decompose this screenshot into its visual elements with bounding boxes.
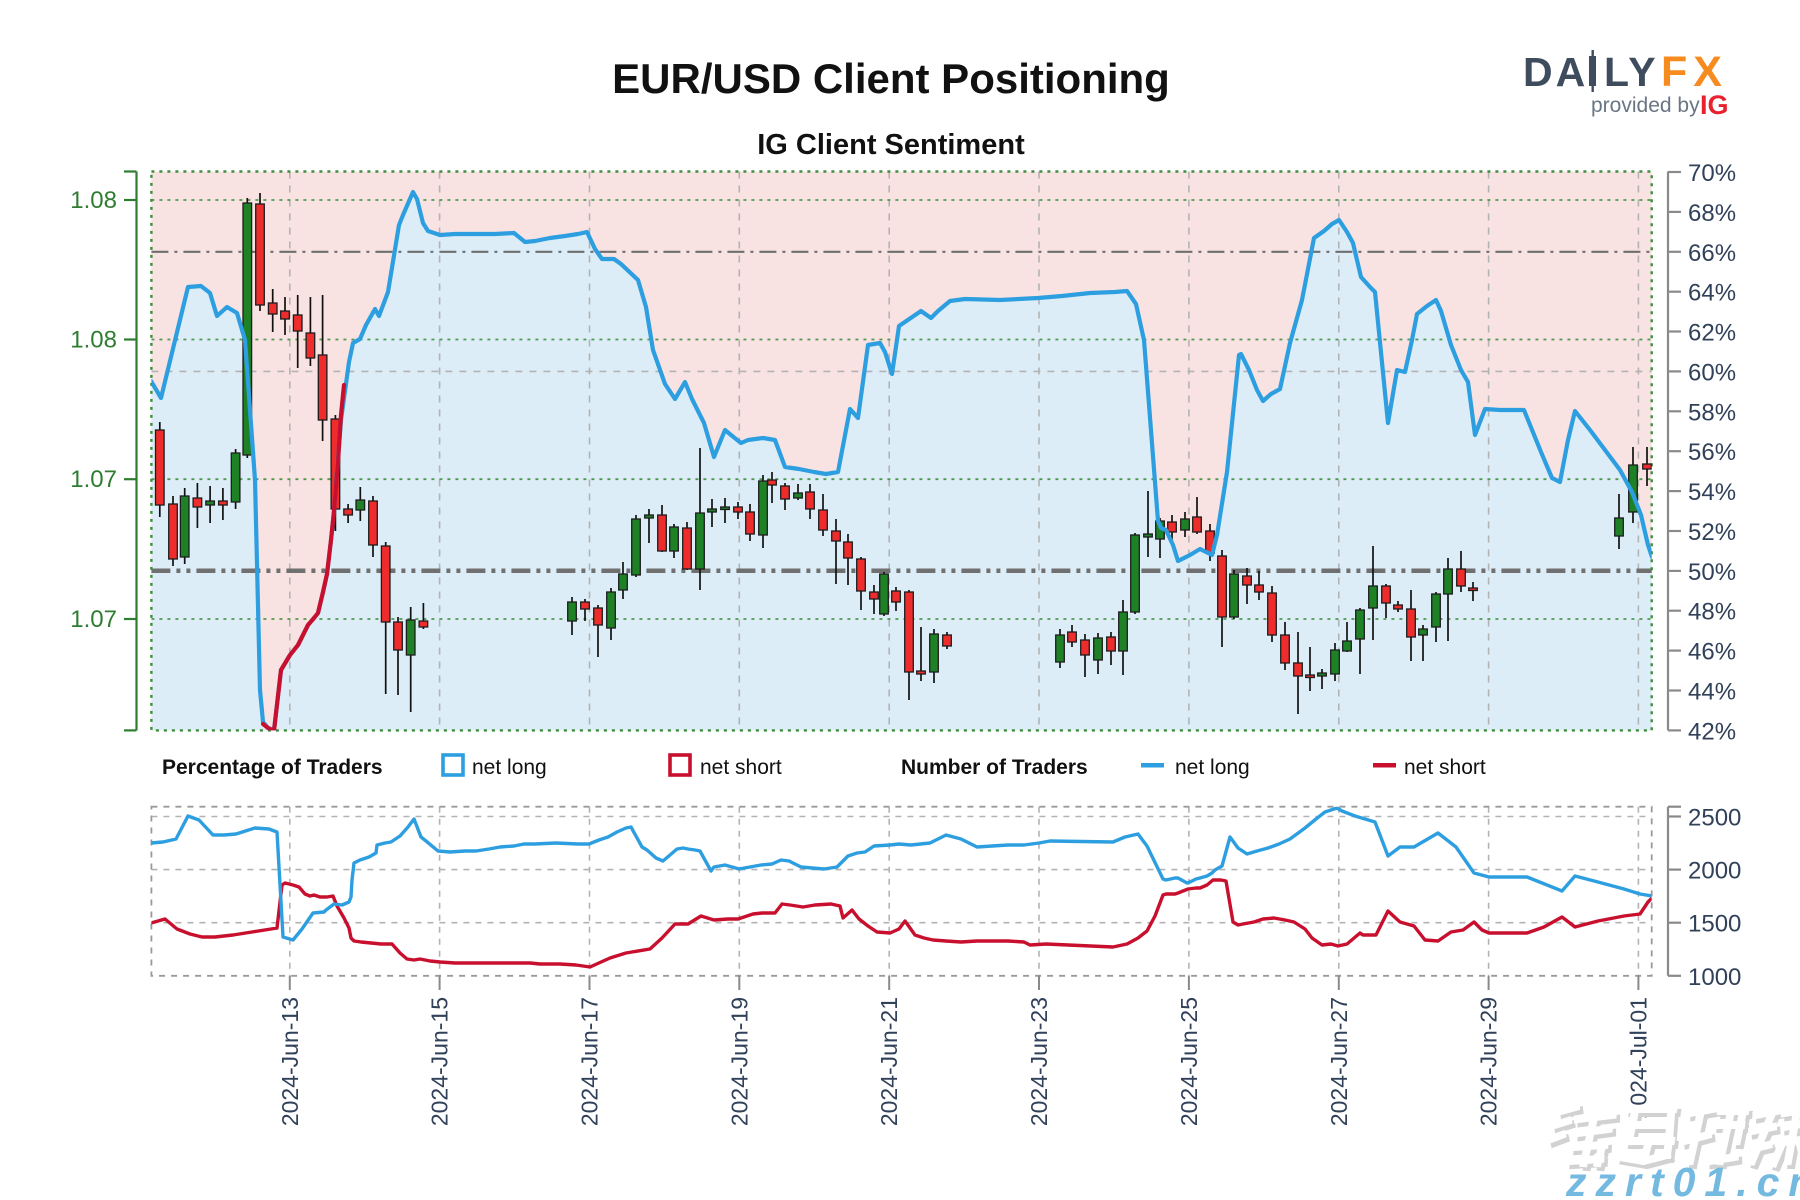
svg-text:FX: FX xyxy=(1661,48,1728,96)
svg-text:56%: 56% xyxy=(1688,439,1736,466)
svg-text:2024-Jun-27: 2024-Jun-27 xyxy=(1326,997,1352,1126)
svg-text:net short: net short xyxy=(1404,756,1486,779)
svg-text:net long: net long xyxy=(472,756,547,779)
svg-text:1.08: 1.08 xyxy=(70,187,117,214)
svg-text:2500: 2500 xyxy=(1688,805,1741,832)
svg-text:provided by: provided by xyxy=(1591,94,1700,117)
svg-text:Percentage of Traders: Percentage of Traders xyxy=(162,756,383,779)
svg-text:DA: DA xyxy=(1523,49,1588,95)
svg-text:zzrt01.cn: zzrt01.cn xyxy=(1565,1159,1800,1200)
svg-text:64%: 64% xyxy=(1688,280,1736,307)
svg-text:EUR/USD Client Positioning: EUR/USD Client Positioning xyxy=(612,55,1170,102)
svg-text:58%: 58% xyxy=(1688,399,1736,426)
svg-text:68%: 68% xyxy=(1688,200,1736,227)
svg-text:1.08: 1.08 xyxy=(70,327,117,354)
svg-text:net long: net long xyxy=(1175,756,1250,779)
svg-text:46%: 46% xyxy=(1688,639,1736,666)
svg-text:54%: 54% xyxy=(1688,479,1736,506)
svg-text:2024-Jun-13: 2024-Jun-13 xyxy=(277,997,303,1126)
svg-text:1.07: 1.07 xyxy=(70,466,117,493)
svg-text:Number of Traders: Number of Traders xyxy=(901,756,1088,779)
svg-text:70%: 70% xyxy=(1688,160,1736,187)
svg-text:1500: 1500 xyxy=(1688,911,1741,938)
svg-text:42%: 42% xyxy=(1688,718,1736,745)
svg-text:2000: 2000 xyxy=(1688,858,1741,885)
svg-text:IG Client Sentiment: IG Client Sentiment xyxy=(757,129,1025,161)
svg-text:2024-Jun-15: 2024-Jun-15 xyxy=(427,997,453,1126)
svg-text:LY: LY xyxy=(1604,49,1659,95)
svg-text:52%: 52% xyxy=(1688,519,1736,546)
svg-text:net short: net short xyxy=(700,756,782,779)
svg-text:2024-Jun-29: 2024-Jun-29 xyxy=(1476,997,1502,1126)
svg-text:2024-Jun-17: 2024-Jun-17 xyxy=(577,997,603,1126)
svg-text:2024-Jul-01: 2024-Jul-01 xyxy=(1625,997,1651,1118)
svg-text:44%: 44% xyxy=(1688,679,1736,706)
svg-text:62%: 62% xyxy=(1688,320,1736,347)
svg-text:1.07: 1.07 xyxy=(70,606,117,633)
svg-text:IG: IG xyxy=(1700,90,1729,120)
svg-text:48%: 48% xyxy=(1688,599,1736,626)
svg-text:60%: 60% xyxy=(1688,359,1736,386)
svg-text:2024-Jun-23: 2024-Jun-23 xyxy=(1026,997,1052,1126)
svg-text:50%: 50% xyxy=(1688,559,1736,586)
svg-text:66%: 66% xyxy=(1688,240,1736,267)
svg-text:2024-Jun-21: 2024-Jun-21 xyxy=(876,997,902,1126)
svg-text:2024-Jun-25: 2024-Jun-25 xyxy=(1176,997,1202,1126)
svg-text:2024-Jun-19: 2024-Jun-19 xyxy=(726,997,752,1126)
svg-text:1000: 1000 xyxy=(1688,964,1741,991)
